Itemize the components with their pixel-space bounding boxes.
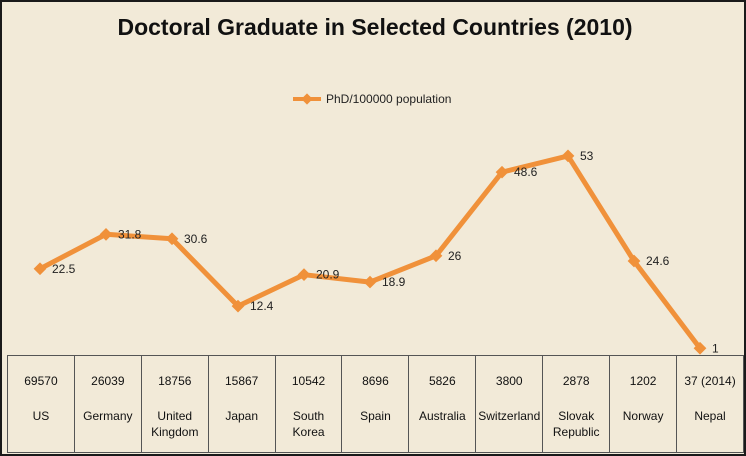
data-label-1: 31.8 (118, 227, 142, 241)
table-cell-south-korea: 10542 South Korea (274, 355, 343, 453)
legend-label: PhD/100000 population (326, 92, 452, 106)
country-name: Australia (418, 409, 466, 423)
country-name: Switzerland (478, 409, 541, 423)
data-label-9: 24.6 (646, 254, 670, 268)
table-cell-germany: 26039 Germany (73, 355, 142, 453)
data-point-7 (495, 165, 509, 179)
data-label-8: 53 (580, 149, 594, 163)
table-cell-norway: 1202 Norway (609, 355, 678, 453)
country-name: Slovak Republic (552, 409, 600, 439)
table-cell-us: 69570 US (7, 355, 75, 453)
graduate-count: 1202 (629, 374, 657, 388)
graduate-count: 8696 (362, 374, 389, 388)
data-label-5: 18.9 (382, 275, 406, 289)
legend: PhD/100000 population (292, 91, 451, 107)
table-cell-spain: 8696 Spain (341, 355, 410, 453)
data-point-2 (165, 232, 179, 246)
table-cell-japan: 15867 Japan (207, 355, 276, 453)
country-name: South Korea (292, 409, 325, 439)
data-label-0: 22.5 (52, 262, 76, 276)
data-label-6: 26 (448, 249, 462, 263)
series-markers (33, 149, 707, 355)
data-point-3 (231, 299, 245, 313)
data-point-4 (297, 268, 311, 282)
table-cell-united-kingdom: 18756 United Kingdom (140, 355, 209, 453)
data-point-0 (33, 262, 47, 276)
data-label-4: 20.9 (316, 268, 340, 282)
series-line (37, 153, 703, 351)
country-name: US (32, 409, 50, 423)
graduate-count: 10542 (291, 374, 326, 388)
table-cell-nepal: 37 (2014) Nepal (676, 355, 744, 453)
data-label-3: 12.4 (250, 299, 274, 313)
data-point-1 (99, 227, 113, 241)
data-label-10: 1 (712, 341, 719, 355)
graduate-count: 5826 (428, 374, 456, 388)
graduate-count: 2878 (562, 374, 590, 388)
data-table: 69570 US 26039 Germany 18756 United Kingdom… (7, 355, 744, 453)
country-name: Germany (83, 409, 133, 423)
data-point-9 (627, 254, 641, 268)
country-name: Norway (622, 409, 664, 423)
graduate-count: 26039 (91, 374, 125, 388)
graduate-count: 15867 (224, 374, 259, 388)
data-label-2: 30.6 (184, 232, 208, 246)
country-name: Nepal (694, 409, 726, 423)
data-point-5 (363, 275, 377, 289)
table-cell-switzerland: 3800 Switzerland (475, 355, 544, 453)
data-labels: 22.5 31.8 30.6 12.4 20.9 18.9 26 48.6 53 24.6 1 (52, 149, 719, 355)
graduate-count: 3800 (495, 374, 523, 388)
table-cell-australia: 5826 Australia (408, 355, 477, 453)
legend-marker (293, 93, 321, 105)
graduate-count: 69570 (24, 374, 58, 388)
country-name: Japan (225, 409, 259, 423)
country-name: United Kingdom (151, 409, 199, 439)
table-cell-slovak-republic: 2878 Slovak Republic (542, 355, 611, 453)
country-name: Spain (360, 409, 391, 423)
graduate-count: 37 (2014) (684, 374, 736, 388)
data-label-7: 48.6 (514, 165, 538, 179)
table-row: 69570 US 26039 Germany 18756 United Kingdom… (7, 355, 744, 453)
chart-title: Doctoral Graduate in Selected Countries … (117, 14, 633, 40)
graduate-count: 18756 (158, 374, 192, 388)
